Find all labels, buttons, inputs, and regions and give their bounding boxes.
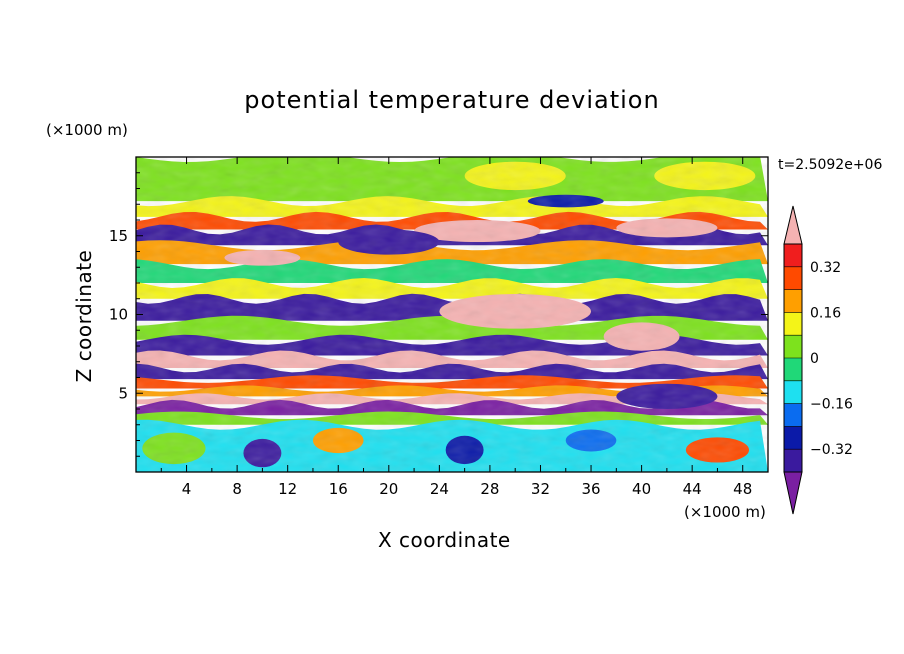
colorbar-tick-label: −0.32 — [810, 442, 853, 458]
colorbar-extend-top — [783, 205, 803, 245]
contour-blob — [243, 438, 282, 468]
x-tick-label: 28 — [480, 480, 499, 498]
contour-band — [136, 399, 768, 416]
x-tick-label: 44 — [683, 480, 702, 498]
colorbar: 0.32 0.16 0 −0.16 −0.32 — [783, 205, 853, 515]
colorbar-swatch — [784, 358, 802, 381]
colorbar-swatch — [784, 266, 802, 290]
x-tick-label: 20 — [379, 480, 398, 498]
x-axis-unit: (×1000 m) — [684, 503, 766, 521]
contour-blob — [338, 229, 440, 255]
contour-blob — [685, 437, 750, 463]
colorbar-tick-label: 0.32 — [810, 260, 841, 276]
x-tick-label: 8 — [232, 480, 242, 498]
colorbar-swatch — [784, 403, 802, 427]
contour-blob — [224, 249, 301, 266]
colorbar-swatch — [784, 335, 802, 358]
y-tick-label: 5 — [118, 384, 128, 402]
field-texture — [136, 157, 768, 472]
colorbar-swatch — [784, 289, 802, 313]
contour-band — [136, 278, 768, 299]
colorbar-swatch — [784, 449, 802, 472]
contour-blob — [527, 194, 604, 208]
y-tick-label: 15 — [109, 227, 128, 245]
contour-band — [136, 375, 768, 389]
x-tick-label: 32 — [531, 480, 550, 498]
colorbar-swatch — [784, 380, 802, 404]
contour-blob — [312, 427, 364, 454]
colorbar-swatch — [784, 312, 802, 336]
contour-band — [136, 350, 768, 369]
y-axis-unit: (×1000 m) — [46, 121, 128, 139]
colorbar-tick-label: 0 — [810, 351, 819, 367]
x-tick-label: 12 — [278, 480, 297, 498]
x-axis-label: X coordinate — [378, 528, 511, 552]
contour-band — [136, 385, 768, 397]
chart-title: potential temperature deviation — [244, 86, 660, 114]
x-tick-label: 16 — [329, 480, 348, 498]
timestamp-label: t=2.5092e+06 — [778, 157, 883, 173]
contour-band — [136, 334, 768, 356]
y-tick-label: 10 — [109, 306, 128, 324]
contour-blob — [464, 161, 566, 191]
x-axis-ticks: 4 8 12 16 20 24 28 32 36 40 44 48 — [160, 157, 752, 498]
x-tick-label: 24 — [430, 480, 449, 498]
contour-blob — [603, 322, 680, 351]
x-tick-label: 4 — [182, 480, 192, 498]
contour-blob — [565, 429, 617, 452]
x-tick-label: 48 — [733, 480, 752, 498]
contour-blob — [654, 161, 756, 191]
contour-blob — [142, 432, 206, 465]
contour-band — [136, 259, 768, 283]
colorbar-swatch — [784, 244, 802, 267]
contour-blob — [616, 218, 718, 238]
colorbar-tick-label: 0.16 — [810, 305, 841, 321]
contour-blob — [445, 435, 484, 465]
contour-blob — [616, 383, 718, 409]
contour-band — [136, 157, 768, 202]
contour-band — [136, 196, 768, 217]
x-tick-label: 40 — [632, 480, 651, 498]
colorbar-swatch — [784, 426, 802, 450]
colorbar-tick-label: −0.16 — [810, 397, 853, 413]
contour-band — [136, 211, 768, 230]
contour-blob — [414, 220, 541, 243]
x-tick-label: 36 — [581, 480, 600, 498]
contour-band — [136, 363, 768, 380]
colorbar-extend-bottom — [783, 471, 803, 515]
contour-blob — [439, 294, 592, 329]
contour-field — [136, 157, 768, 472]
y-axis-ticks: 5 10 15 — [109, 172, 768, 457]
